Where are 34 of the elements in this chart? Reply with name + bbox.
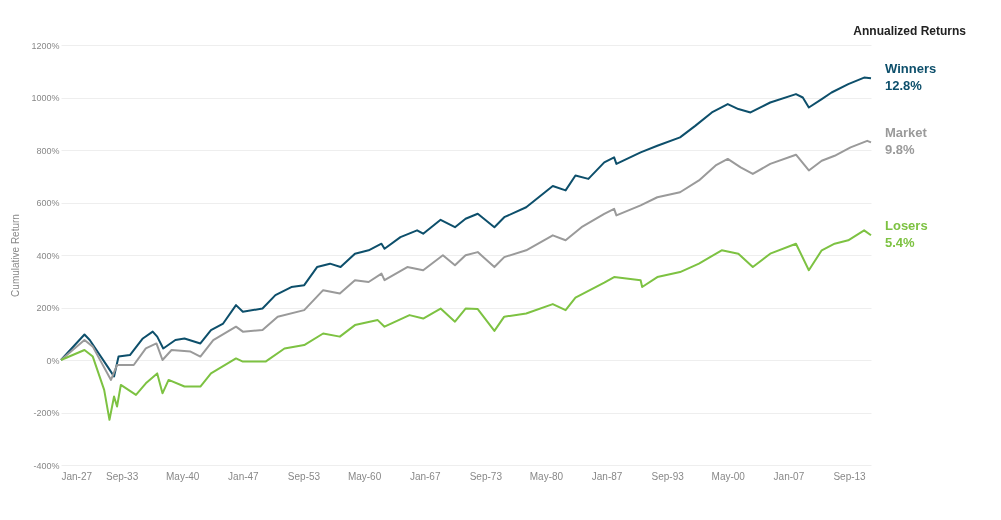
x-tick-label: Sep-73: [469, 470, 503, 482]
y-tick-label: 600%: [36, 198, 60, 208]
series-label: Market: [885, 125, 928, 141]
line-series: [60, 139, 872, 381]
x-tick-label: Jan-67: [409, 470, 441, 482]
y-tick-label: 400%: [36, 250, 60, 261]
x-tick-label: Sep-33: [105, 470, 139, 482]
line-series: [60, 229, 872, 421]
x-tick-label: Sep-93: [651, 470, 685, 482]
x-tick-label: Jan-27: [61, 470, 93, 482]
y-tick-label: 1200%: [31, 40, 60, 51]
series-label: Losers: [885, 218, 928, 234]
x-tick-label: Jan-07: [773, 470, 805, 482]
x-tick-label: Sep-53: [287, 470, 321, 482]
annotation: 5.4%: [885, 235, 916, 251]
y-tick-label: 800%: [36, 145, 60, 156]
y-tick-label: -400%: [33, 460, 60, 471]
y-tick-label: 1000%: [31, 93, 60, 103]
x-tick-label: May-60: [347, 470, 382, 482]
x-tick-label: May-00: [711, 470, 746, 482]
y-axis-title: Cumulative Return: [10, 214, 22, 297]
y-tick-label: -200%: [33, 408, 60, 418]
x-tick-label: May-80: [529, 470, 564, 482]
y-tick-label: 200%: [36, 303, 60, 313]
x-tick-label: Sep-13: [833, 470, 867, 482]
x-tick-label: Jan-87: [591, 470, 623, 482]
annotation: 12.8%: [885, 78, 923, 94]
y-tick-label: 0%: [46, 355, 60, 366]
annotation: 9.8%: [885, 142, 916, 158]
legend-title: Annualized Returns: [853, 24, 967, 38]
line-series: [60, 76, 872, 378]
series-label: Winners: [885, 61, 937, 77]
x-tick-label: May-40: [166, 470, 200, 482]
x-tick-label: Jan-47: [228, 470, 260, 482]
